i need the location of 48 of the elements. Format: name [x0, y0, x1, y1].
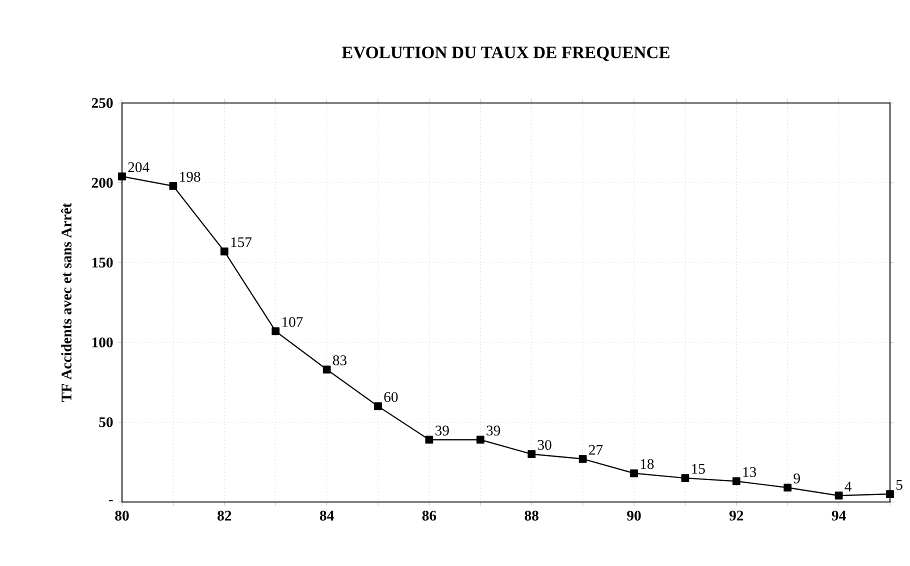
x-tick-label: 92: [729, 510, 744, 521]
data-label: 18: [640, 459, 654, 469]
y-tick-label: 50: [99, 417, 113, 428]
point: [886, 490, 894, 498]
y-tick-label: 100: [92, 337, 113, 348]
y-axis-title: TF Accidents avec et sans Arrêt: [61, 202, 72, 402]
data-label: 39: [436, 426, 449, 436]
point: [220, 247, 228, 256]
point: [784, 484, 792, 492]
data-label: 27: [589, 444, 603, 455]
point: [374, 402, 382, 410]
point: [322, 366, 331, 374]
point: [681, 474, 690, 482]
point: [272, 327, 280, 336]
point: [425, 436, 434, 444]
point: [169, 182, 178, 190]
y-tick-label: 250: [92, 98, 113, 108]
data-label: 157: [231, 237, 252, 248]
y-tick-label: -: [108, 500, 113, 502]
data-label: 9: [794, 474, 800, 484]
data-label: 39: [486, 426, 500, 436]
x-tick-label: 94: [832, 510, 846, 521]
x-tick-label: 90: [627, 510, 641, 521]
data-label: 107: [282, 317, 303, 327]
point: [118, 172, 126, 180]
x-tick-label: 84: [320, 510, 334, 521]
data-label: 83: [332, 355, 346, 366]
point: [630, 469, 638, 478]
x-tick-label: 80: [115, 510, 129, 521]
x-tick-label: 82: [218, 510, 232, 521]
chart-title: EVOLUTION DU TAUX DE FREQUENCE: [342, 46, 670, 61]
point: [732, 477, 740, 486]
data-label: 4: [844, 482, 852, 492]
data-label: 30: [538, 440, 552, 450]
data-label: 60: [384, 392, 398, 402]
point: [476, 436, 484, 444]
y-tick-label: 150: [92, 258, 113, 268]
data-label: 204: [128, 162, 150, 172]
data-label: 198: [180, 172, 200, 182]
point: [578, 454, 587, 463]
x-tick-label: 86: [422, 510, 436, 521]
x-tick-label: 88: [524, 510, 538, 521]
point: [528, 450, 536, 458]
data-label: 13: [743, 467, 756, 477]
point: [834, 492, 843, 500]
data-label: 15: [692, 464, 705, 474]
data-label: 5: [896, 480, 902, 490]
y-tick-label: 200: [92, 178, 113, 188]
